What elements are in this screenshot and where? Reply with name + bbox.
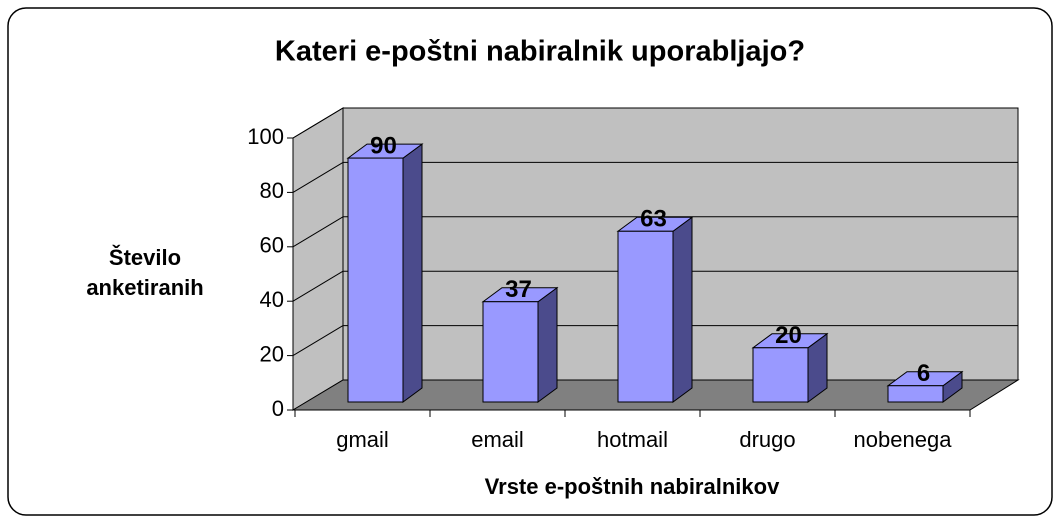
x-tick-label: nobenega: [854, 427, 953, 452]
bar-side: [402, 143, 423, 403]
y-tick-label: 80: [260, 178, 284, 203]
bar: [752, 347, 809, 403]
grid-line-side: [292, 325, 344, 357]
grid-line-side: [292, 270, 344, 302]
data-label: 63: [640, 206, 667, 233]
data-label: 37: [505, 276, 532, 303]
data-label: 90: [370, 132, 397, 159]
grid-line-side: [292, 107, 344, 139]
y-axis-label: Število anketiranih: [86, 245, 204, 300]
x-tick-label: email: [471, 427, 524, 452]
data-label: 20: [775, 322, 802, 349]
side-wall: [292, 107, 344, 411]
data-label: 6: [917, 360, 930, 387]
x-tick-label: gmail: [336, 427, 389, 452]
bar: [887, 385, 944, 403]
y-tick-label: 20: [260, 341, 284, 366]
grid-line-side: [292, 161, 344, 193]
y-tick-label: 60: [260, 233, 284, 258]
x-axis-label: Vrste e-poštnih nabiralnikov: [485, 474, 780, 499]
x-tick-label: hotmail: [597, 427, 668, 452]
bar: [482, 301, 539, 403]
y-tick-label: 100: [247, 124, 284, 149]
bar-side: [672, 216, 693, 403]
bar: [617, 230, 674, 403]
y-tick-label: 0: [272, 396, 284, 421]
bar-side: [537, 286, 558, 403]
grid-line-side: [292, 216, 344, 248]
y-tick-label: 40: [260, 287, 284, 312]
bar: [347, 157, 404, 403]
chart-title: Kateri e-poštni nabiralnik uporabljajo?: [275, 36, 805, 68]
x-tick-label: drugo: [739, 427, 795, 452]
